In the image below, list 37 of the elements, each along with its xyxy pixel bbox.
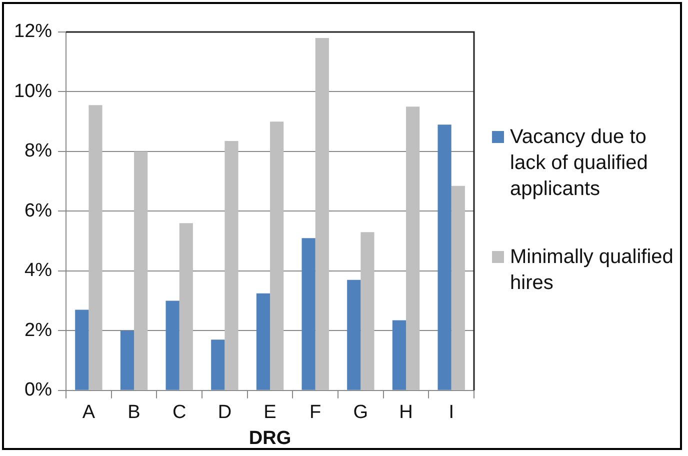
x-tick-label: C	[172, 402, 186, 424]
bar	[406, 106, 420, 390]
x-tick-label: H	[399, 402, 413, 424]
bar	[392, 320, 406, 390]
bar	[360, 232, 374, 390]
x-axis-title: DRG	[248, 428, 292, 449]
bar	[179, 223, 193, 390]
legend-label: Minimally qualified hires	[510, 246, 674, 294]
bar	[224, 141, 238, 390]
bar	[438, 124, 452, 390]
x-tick-label: D	[218, 402, 232, 424]
x-tick-label: E	[264, 402, 276, 424]
bar	[88, 105, 102, 390]
y-tick-label: 8%	[24, 140, 52, 162]
bar	[134, 151, 148, 390]
bar	[451, 186, 465, 390]
x-tick-label: F	[310, 402, 322, 424]
y-tick-label: 0%	[24, 380, 52, 401]
y-tick-label: 10%	[14, 80, 52, 102]
bar	[120, 330, 134, 390]
x-tick-label: I	[448, 402, 454, 424]
bar	[75, 310, 89, 390]
bar	[302, 238, 316, 390]
y-tick-label: 4%	[24, 260, 52, 282]
bar	[256, 293, 270, 390]
x-tick-label: B	[128, 402, 140, 424]
bar	[270, 122, 284, 390]
x-tick-label: A	[82, 402, 96, 424]
bar	[211, 340, 225, 390]
x-tick-label: G	[353, 402, 368, 424]
y-tick-label: 6%	[24, 200, 52, 222]
bar	[315, 38, 329, 390]
y-tick-label: 12%	[14, 21, 52, 42]
y-tick-label: 2%	[24, 320, 52, 341]
bar	[166, 300, 180, 390]
bar	[347, 280, 361, 390]
legend-label: Vacancy due to lack of qualified applicants	[510, 126, 648, 200]
